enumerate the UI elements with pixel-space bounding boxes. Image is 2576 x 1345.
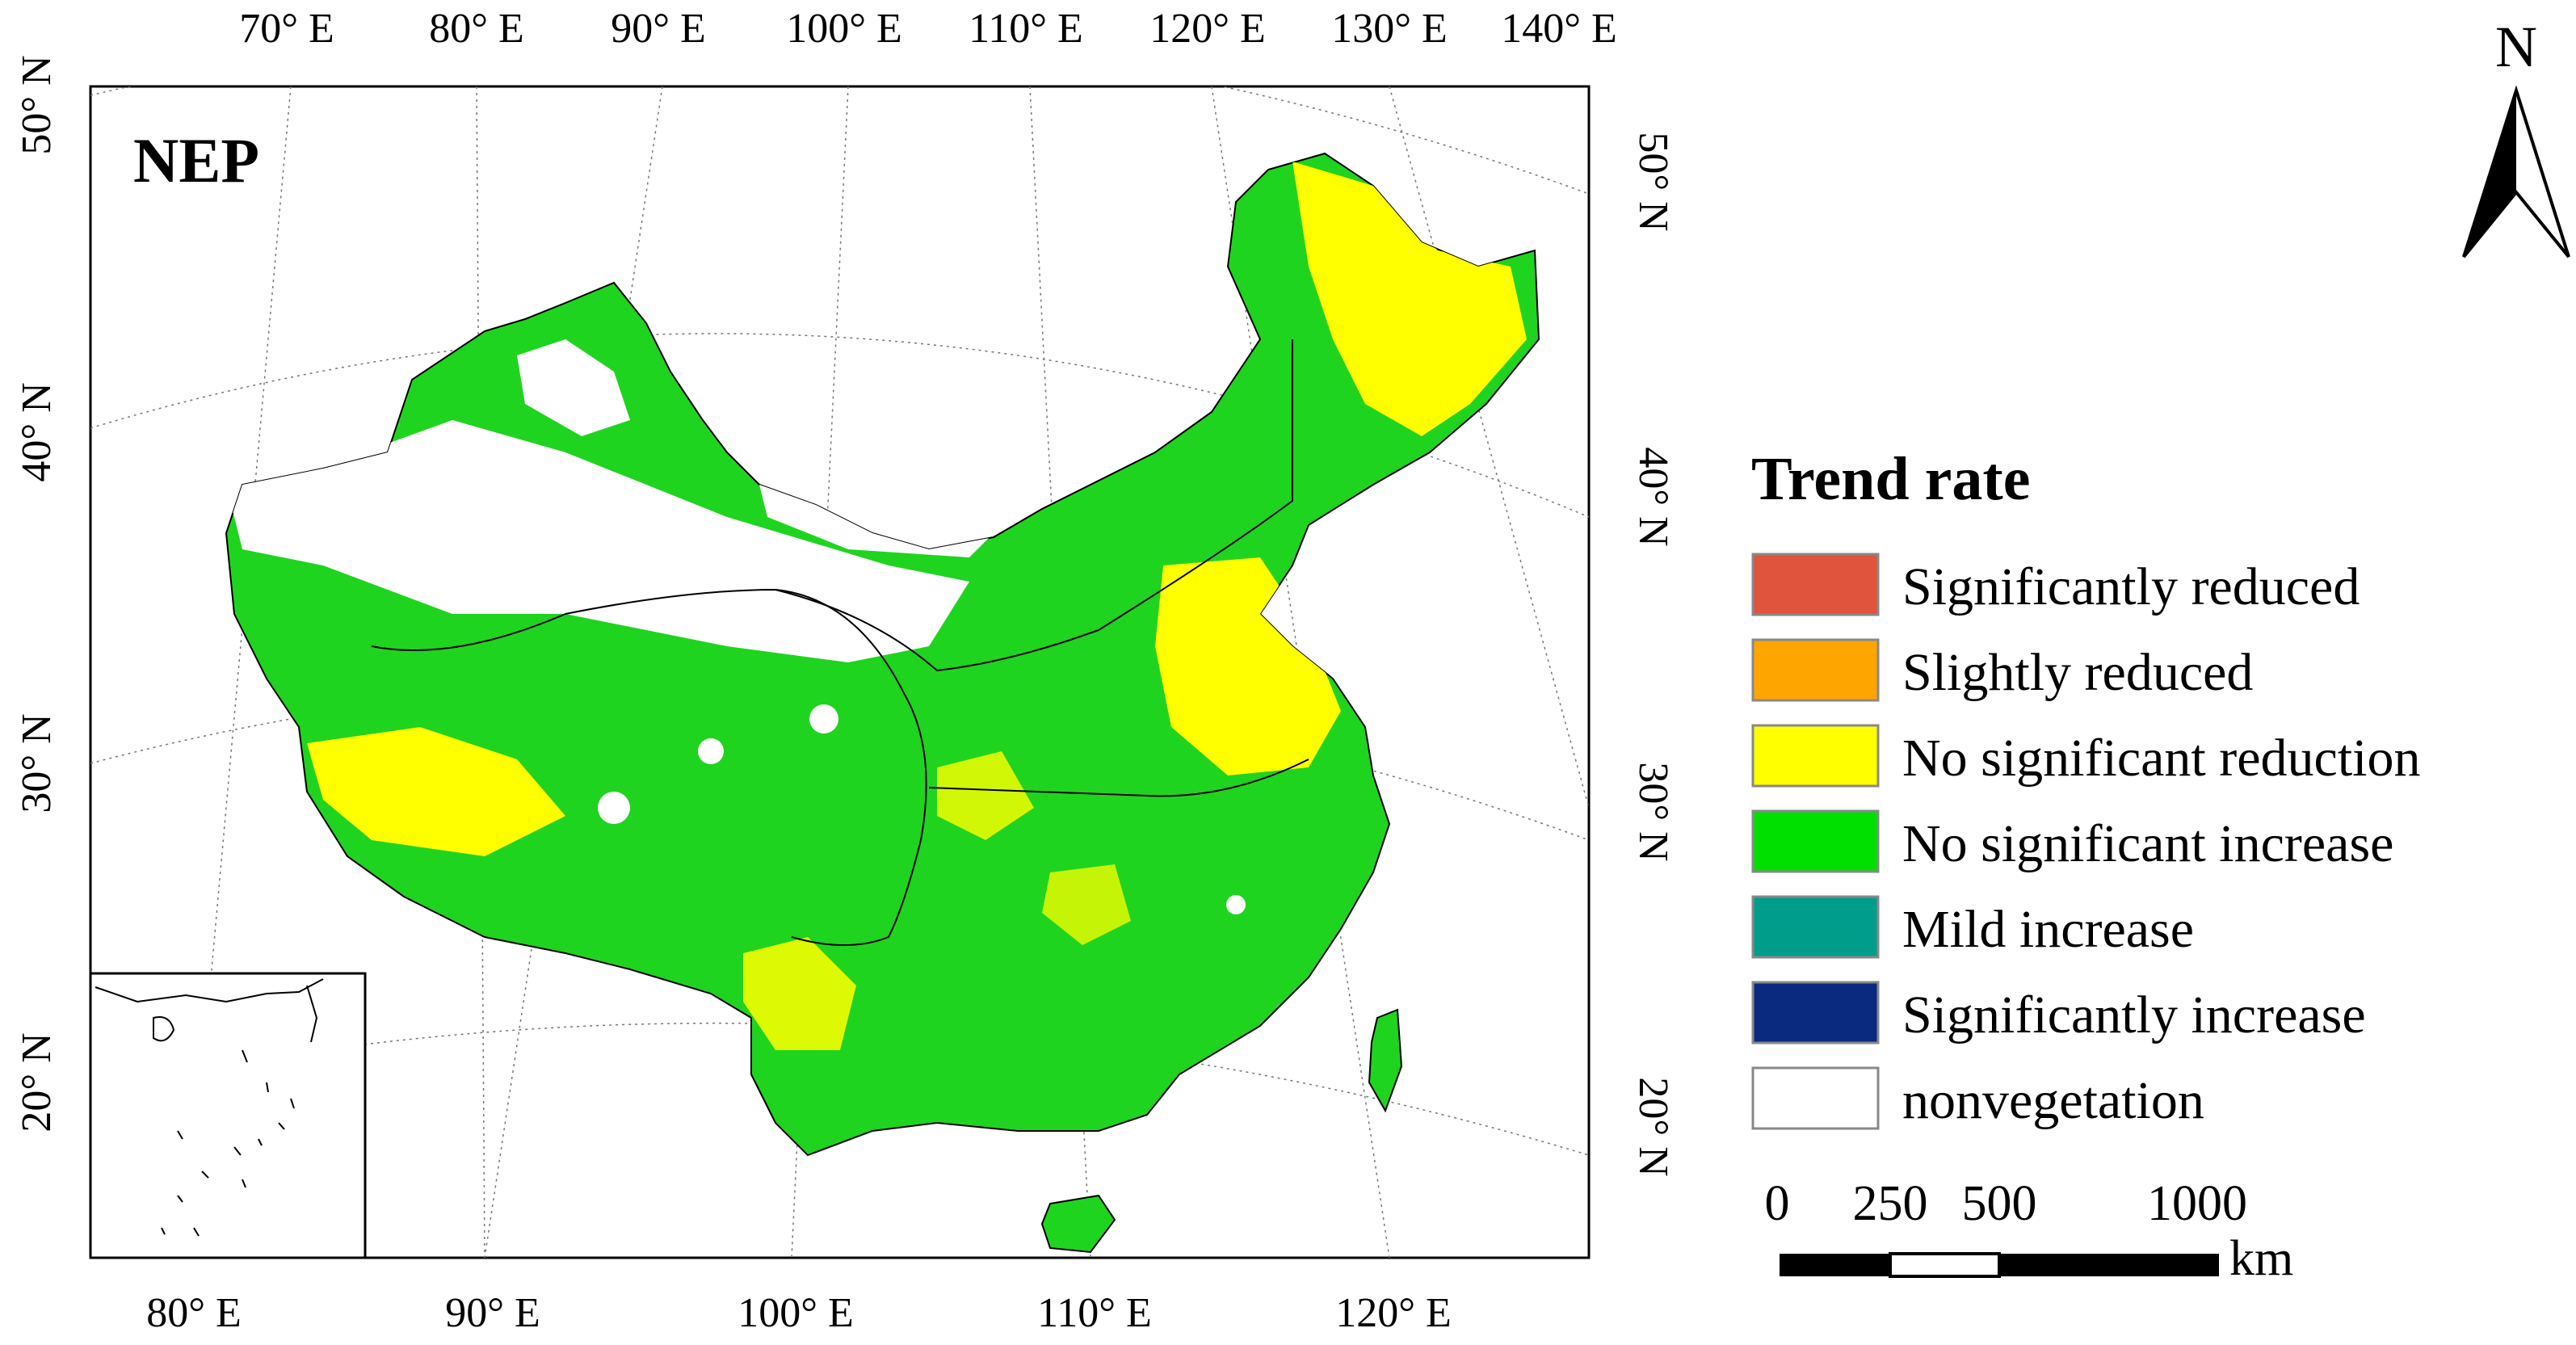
legend-label: No significant increase — [1902, 814, 2393, 873]
top-axis-label: 100° E — [786, 6, 902, 52]
right-axis-label: 30° N — [1630, 762, 1676, 861]
north-arrow-icon: N — [2462, 15, 2570, 258]
legend-label: No significant reduction — [1902, 729, 2421, 788]
legend-swatch-nonvegetation — [1751, 1066, 1880, 1130]
top-axis-label: 130° E — [1331, 6, 1448, 52]
left-axis-label: 20° N — [14, 1032, 60, 1132]
scale-bar: 0 250 500 1000 km — [1765, 1176, 2294, 1286]
bottom-axis-label: 80° E — [146, 1290, 242, 1336]
scale-tick-label: 250 — [1853, 1176, 1928, 1231]
top-axis: 70° E 80° E 90° E 100° E 110° E 120° E 1… — [239, 6, 1617, 52]
legend-label: Significantly reduced — [1902, 557, 2360, 616]
scale-tick-label: 0 — [1765, 1176, 1790, 1231]
bottom-axis: 80° E 90° E 100° E 110° E 120° E — [146, 1290, 1452, 1336]
top-axis-label: 110° E — [969, 6, 1083, 52]
south-china-sea-inset — [89, 972, 367, 1259]
scale-unit: km — [2229, 1231, 2293, 1286]
panel-label: NEP — [133, 125, 259, 195]
legend-label: nonvegetation — [1902, 1071, 2204, 1130]
right-axis-label: 20° N — [1630, 1077, 1676, 1176]
legend-swatch-mild-increase — [1751, 895, 1880, 959]
top-axis-label: 70° E — [239, 6, 334, 52]
bottom-axis-label: 100° E — [738, 1290, 854, 1336]
top-axis-label: 80° E — [429, 6, 524, 52]
legend: Trend rate Significantly reduced Slightl… — [1751, 445, 2421, 1130]
left-axis: 50° N 40° N 30° N 20° N — [14, 55, 60, 1132]
legend-swatch-slightly-reduced — [1751, 638, 1880, 702]
north-arrow-label: N — [2495, 15, 2537, 79]
scale-tick-label: 1000 — [2147, 1176, 2247, 1231]
bottom-axis-label: 90° E — [445, 1290, 540, 1336]
right-axis-label: 50° N — [1630, 132, 1676, 231]
legend-swatch-no-significant-reduction — [1751, 724, 1880, 788]
bottom-axis-label: 110° E — [1037, 1290, 1152, 1336]
legend-label: Mild increase — [1902, 900, 2194, 959]
top-axis-label: 120° E — [1149, 6, 1266, 52]
legend-label: Significantly increase — [1902, 986, 2366, 1044]
left-axis-label: 40° N — [14, 382, 60, 481]
left-axis-label: 50° N — [14, 55, 60, 154]
top-axis-label: 90° E — [611, 6, 706, 52]
legend-swatch-significantly-increase — [1751, 981, 1880, 1044]
top-axis-label: 140° E — [1501, 6, 1617, 52]
legend-swatch-significantly-reduced — [1751, 553, 1880, 616]
scale-tick-label: 500 — [1962, 1176, 2037, 1231]
right-axis: 50° N 40° N 30° N 20° N — [1630, 132, 1676, 1176]
bottom-axis-label: 120° E — [1335, 1290, 1452, 1336]
left-axis-label: 30° N — [14, 713, 60, 813]
legend-label: Slightly reduced — [1902, 643, 2253, 702]
legend-title: Trend rate — [1751, 445, 2030, 513]
legend-swatch-no-significant-increase — [1751, 809, 1880, 873]
right-axis-label: 40° N — [1630, 447, 1676, 546]
